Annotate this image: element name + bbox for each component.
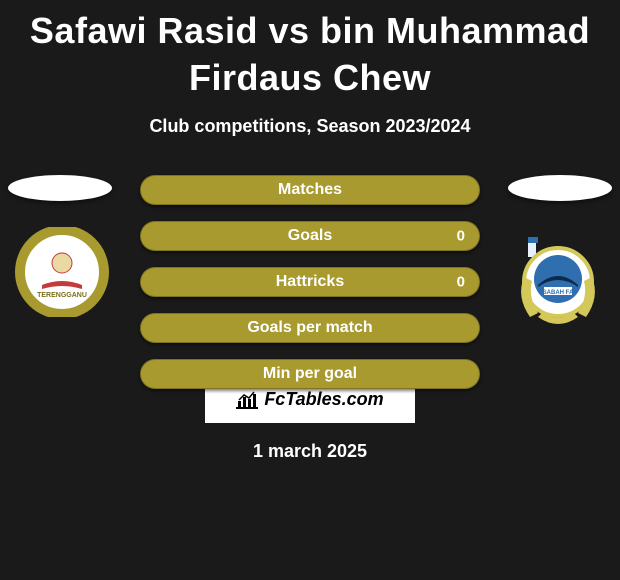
stats-list: Matches Goals 0 Hattricks 0 Goals per match Mi… bbox=[140, 175, 480, 405]
player-pill-right bbox=[508, 175, 612, 201]
stat-label: Goals per match bbox=[247, 319, 372, 337]
svg-text:TERENGGANU: TERENGGANU bbox=[37, 292, 87, 299]
stat-row: Goals 0 bbox=[140, 221, 480, 251]
club-badge-left: TERENGGANU bbox=[12, 227, 112, 317]
stat-label: Matches bbox=[278, 181, 342, 199]
stat-row: Hattricks 0 bbox=[140, 267, 480, 297]
stat-value-right: 0 bbox=[457, 273, 465, 290]
stat-row: Matches bbox=[140, 175, 480, 205]
stat-label: Min per goal bbox=[263, 365, 357, 383]
player-pill-left bbox=[8, 175, 112, 201]
svg-text:SABAH FA: SABAH FA bbox=[543, 290, 574, 296]
stat-label: Hattricks bbox=[276, 273, 344, 291]
stat-label: Goals bbox=[288, 227, 332, 245]
subtitle: Club competitions, Season 2023/2024 bbox=[0, 116, 620, 137]
club-badge-right: SABAH FA bbox=[508, 227, 608, 337]
page-title: Safawi Rasid vs bin Muhammad Firdaus Che… bbox=[0, 0, 620, 102]
stat-row: Goals per match bbox=[140, 313, 480, 343]
date-text: 1 march 2025 bbox=[0, 441, 620, 462]
stat-value-right: 0 bbox=[457, 227, 465, 244]
stat-row: Min per goal bbox=[140, 359, 480, 389]
